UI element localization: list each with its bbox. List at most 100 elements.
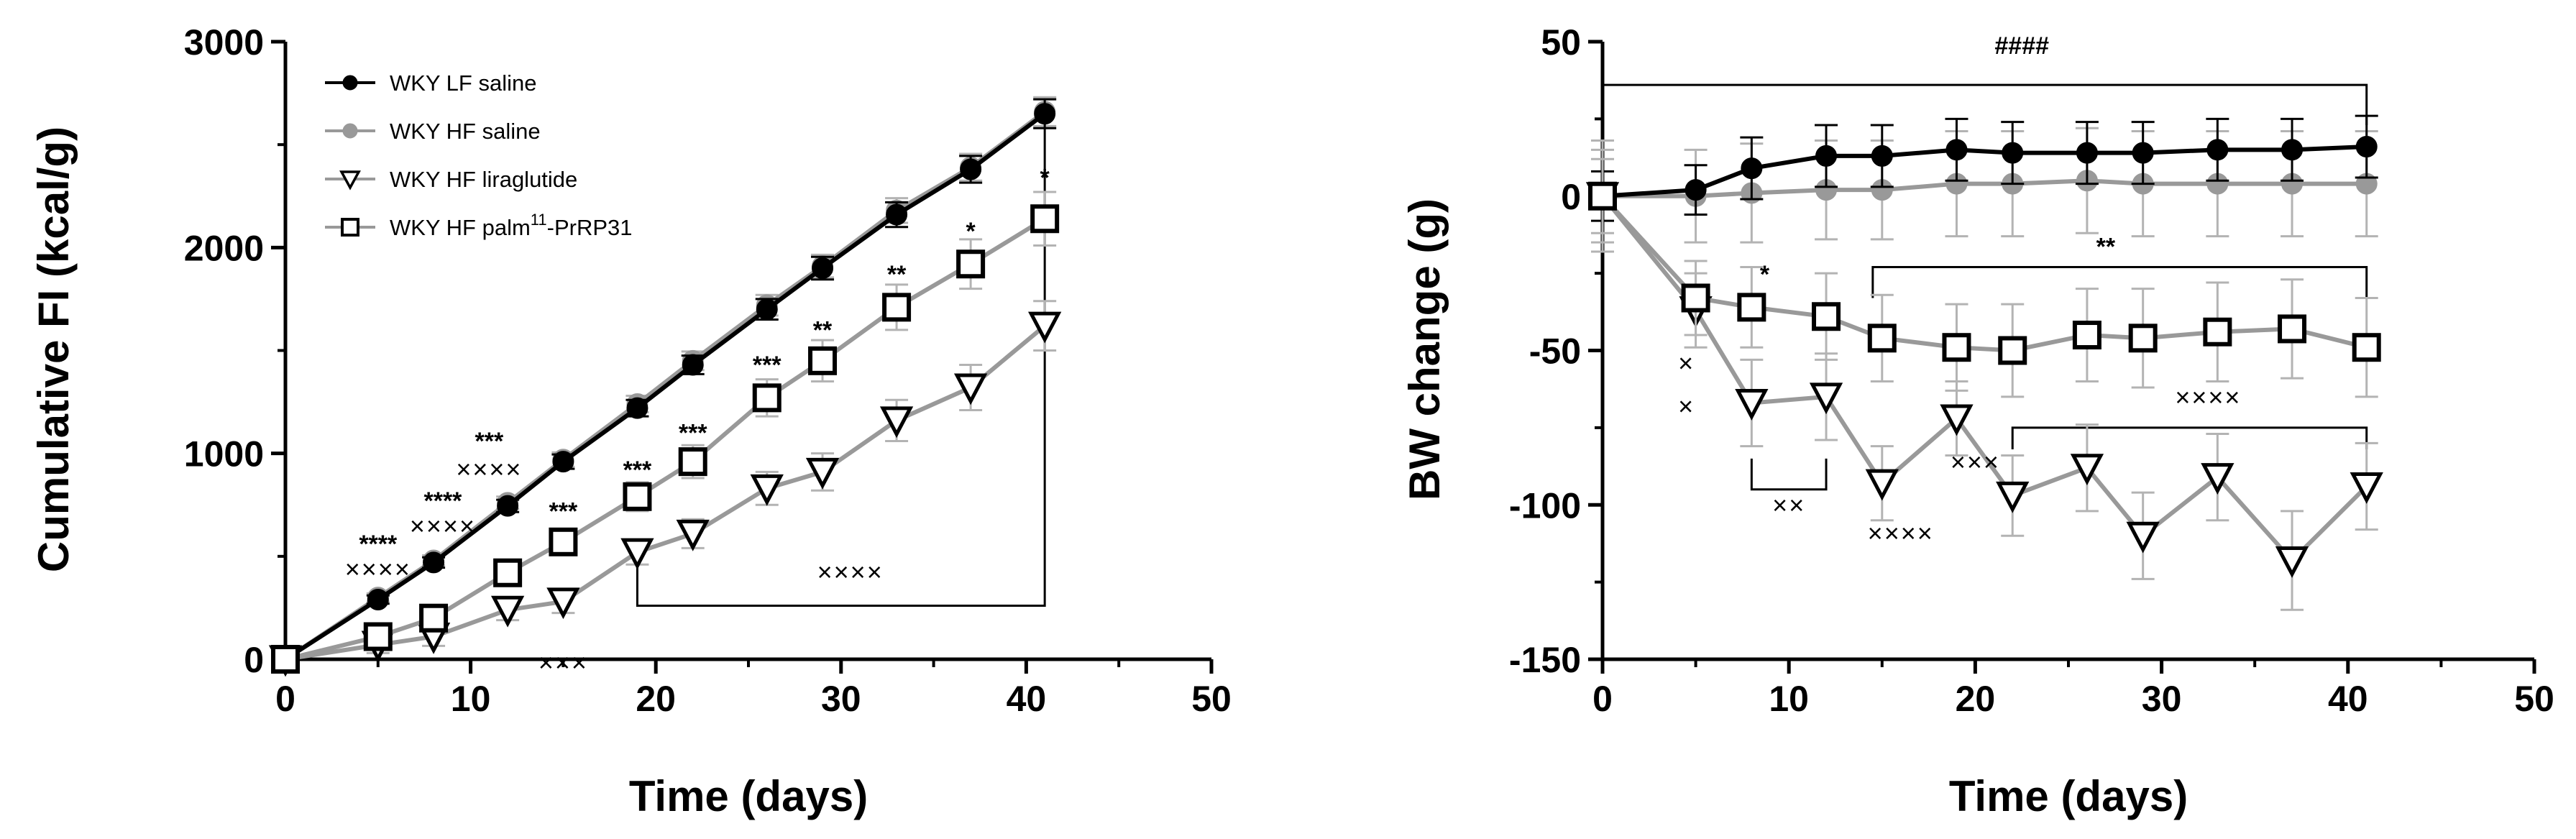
x-tick-label: 30: [821, 679, 861, 719]
significance-annotation: ×: [1678, 349, 1695, 378]
data-point: [953, 373, 988, 405]
significance-annotation: **: [887, 261, 907, 288]
data-point: [2203, 317, 2232, 347]
data-point: [750, 474, 784, 506]
significance-annotation: ××××: [2175, 382, 2241, 412]
significance-annotation: ***: [753, 352, 781, 379]
y-tick-label: 0: [244, 640, 264, 680]
data-point: [493, 558, 523, 587]
x-tick-label: 20: [636, 679, 676, 719]
series-line: [284, 111, 1046, 661]
data-point: [552, 451, 574, 473]
series-wky-hf-liraglutide: [268, 300, 1062, 677]
significance-annotation: ***: [549, 498, 578, 525]
series-line: [1602, 145, 2367, 198]
data-point: [808, 346, 838, 375]
y-tick-label: -150: [1509, 640, 1581, 680]
data-point: [2126, 521, 2160, 554]
data-point: [960, 158, 982, 180]
legend-marker: [342, 123, 358, 139]
series-line: [285, 324, 1047, 661]
significance-annotation: ××××: [410, 511, 476, 541]
data-point: [812, 257, 834, 279]
series-line: [285, 216, 1046, 661]
y-tick-label: 0: [1561, 177, 1581, 217]
data-point: [882, 293, 912, 322]
significance-bracket: [1601, 83, 2368, 125]
x-tick-label: 10: [1769, 679, 1809, 719]
data-point: [1945, 139, 1968, 161]
data-point: [623, 482, 652, 511]
x-tick-label: 40: [2328, 679, 2368, 719]
right-y-axis-title: BW change (g): [1401, 198, 1449, 500]
data-point: [2132, 142, 2154, 164]
data-point: [2350, 472, 2383, 504]
significance-annotation: ****: [359, 531, 398, 558]
significance-annotation: ×××: [1951, 447, 2000, 477]
data-point: [367, 588, 389, 610]
significance-bracket: [1750, 458, 1828, 491]
legend-marker: [341, 218, 359, 237]
y-tick-label: 1000: [184, 434, 264, 474]
data-point: [1998, 336, 2027, 365]
data-point: [271, 645, 300, 674]
data-point: [676, 519, 710, 551]
data-point: [2352, 333, 2381, 362]
y-tick-label: -50: [1529, 331, 1581, 372]
bw-change-chart: Time (days) BW change (g) 0 10 20 30 40 50 -15…: [1401, 22, 2554, 820]
data-point: [2355, 136, 2378, 158]
data-point: [1741, 157, 1763, 180]
significance-annotation: ××××: [1868, 518, 1934, 548]
data-point: [678, 447, 707, 477]
data-point: [1809, 382, 1843, 415]
significance-annotation: ×: [1678, 392, 1695, 421]
significance-annotation: ****: [423, 487, 462, 515]
data-point: [1940, 404, 1974, 436]
y-tick-label: 3000: [184, 22, 264, 63]
x-tick-label: 20: [1956, 679, 1996, 719]
data-point: [1871, 145, 1893, 167]
data-point: [1034, 103, 1056, 125]
series-wky-hf-palm11-prrp31: [1588, 157, 2381, 398]
significance-bracket: [636, 111, 1046, 608]
x-tick-label: 40: [1007, 679, 1047, 719]
significance-annotation: ×××: [538, 648, 588, 677]
data-point: [879, 406, 914, 439]
significance-annotation: ***: [679, 419, 707, 446]
legend-label: WKY HF liraglutide: [390, 167, 577, 192]
series-line: [1600, 194, 2368, 564]
data-point: [1865, 469, 1899, 501]
significance-annotation: *: [966, 218, 976, 245]
significance-annotation: ××××: [345, 554, 411, 584]
series-wky-hf-palm11-prrp31: [271, 191, 1060, 674]
legend-marker: [342, 75, 358, 91]
significance-annotation: ####: [1994, 32, 2049, 60]
data-point: [490, 595, 525, 628]
data-point: [1737, 293, 1766, 322]
significance-annotation: ***: [475, 428, 504, 455]
data-point: [2070, 454, 2104, 486]
data-point: [546, 587, 580, 620]
data-point: [626, 397, 648, 419]
data-point: [1028, 311, 1062, 344]
data-point: [2072, 321, 2101, 350]
x-tick-label: 50: [1191, 679, 1232, 719]
data-point: [805, 457, 840, 490]
significance-annotation: *: [1760, 261, 1770, 288]
data-point: [1815, 145, 1838, 167]
y-tick-label: -100: [1509, 485, 1581, 526]
data-point: [423, 551, 445, 574]
data-point: [2206, 139, 2229, 161]
data-point: [886, 203, 908, 226]
data-point: [2275, 546, 2309, 578]
y-tick-label: 2000: [184, 228, 264, 268]
data-point: [2002, 142, 2024, 164]
left-x-axis-title: Time (days): [629, 772, 868, 820]
data-point: [1942, 333, 1971, 362]
significance-annotation: ***: [623, 457, 652, 484]
data-point: [2201, 463, 2234, 495]
data-point: [1685, 179, 1707, 201]
series-line: [1600, 194, 2368, 353]
data-point: [620, 538, 654, 570]
